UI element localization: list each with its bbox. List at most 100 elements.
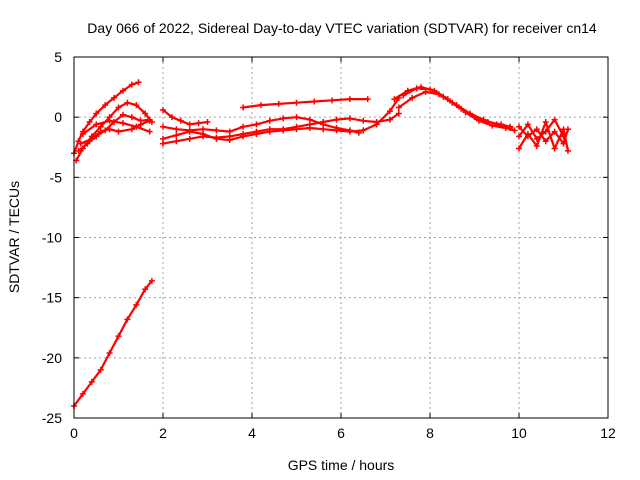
data-point-marker bbox=[329, 97, 336, 104]
data-point-marker bbox=[137, 121, 144, 128]
data-point-marker bbox=[253, 121, 260, 128]
data-point-marker bbox=[542, 128, 549, 135]
data-point-marker bbox=[293, 114, 300, 121]
x-tick-label: 4 bbox=[248, 425, 256, 441]
x-axis-label: GPS time / hours bbox=[288, 457, 395, 473]
data-point-marker bbox=[275, 100, 282, 107]
series-line bbox=[79, 119, 151, 145]
y-tick-label: 5 bbox=[54, 49, 62, 65]
data-point-marker bbox=[173, 126, 180, 133]
data-point-marker bbox=[142, 286, 149, 293]
series-track-a bbox=[71, 277, 155, 409]
grid-lines bbox=[74, 57, 608, 418]
data-point-marker bbox=[240, 104, 247, 111]
data-point-marker bbox=[195, 120, 202, 127]
data-point-marker bbox=[560, 126, 567, 133]
data-point-marker bbox=[533, 143, 540, 150]
series-track-m bbox=[395, 88, 518, 134]
data-point-marker bbox=[128, 114, 135, 121]
y-tick-label: 0 bbox=[54, 109, 62, 125]
x-tick-label: 6 bbox=[337, 425, 345, 441]
data-point-marker bbox=[146, 117, 153, 124]
data-point-marker bbox=[88, 378, 95, 385]
data-point-marker bbox=[240, 131, 247, 138]
data-point-marker bbox=[124, 99, 131, 106]
data-point-marker bbox=[106, 350, 113, 357]
data-point-marker bbox=[511, 127, 518, 134]
data-point-marker bbox=[133, 301, 140, 308]
data-point-marker bbox=[133, 102, 140, 109]
data-point-marker bbox=[453, 102, 460, 109]
series-track-p bbox=[516, 118, 571, 154]
data-point-marker bbox=[102, 102, 109, 109]
data-point-marker bbox=[524, 121, 531, 128]
data-point-marker bbox=[373, 118, 380, 125]
series-track-f bbox=[79, 117, 153, 138]
data-point-marker bbox=[524, 131, 531, 138]
data-point-marker bbox=[391, 96, 398, 103]
data-point-marker bbox=[97, 128, 104, 135]
data-point-marker bbox=[346, 96, 353, 103]
data-point-marker bbox=[186, 135, 193, 142]
series-track-j bbox=[160, 106, 211, 128]
data-point-marker bbox=[413, 85, 420, 92]
data-point-marker bbox=[516, 145, 522, 152]
data-point-marker bbox=[542, 138, 549, 145]
data-point-marker bbox=[204, 118, 211, 125]
data-point-marker bbox=[395, 110, 402, 117]
data-point-marker bbox=[115, 333, 122, 340]
data-point-marker bbox=[507, 124, 514, 131]
data-point-marker bbox=[186, 127, 193, 134]
data-point-marker bbox=[79, 390, 86, 397]
series-line bbox=[72, 279, 153, 408]
data-point-marker bbox=[427, 86, 433, 93]
data-point-marker bbox=[280, 126, 287, 133]
y-axis-label: SDTVAR / TECUs bbox=[6, 181, 22, 293]
data-point-marker bbox=[560, 133, 567, 140]
data-point-marker bbox=[115, 128, 122, 135]
data-point-marker bbox=[551, 116, 558, 123]
data-point-marker bbox=[360, 127, 367, 134]
data-point-marker bbox=[355, 129, 362, 136]
x-tick-label: 12 bbox=[600, 425, 616, 441]
series-track-d bbox=[75, 111, 153, 154]
data-point-marker bbox=[115, 104, 122, 111]
data-point-marker bbox=[173, 138, 180, 145]
data-point-marker bbox=[133, 123, 140, 130]
series-track-k bbox=[240, 96, 371, 111]
data-point-marker bbox=[186, 121, 193, 128]
data-point-marker bbox=[160, 106, 166, 113]
data-point-marker bbox=[226, 133, 233, 140]
y-tick-label: -10 bbox=[42, 230, 62, 246]
data-point-marker bbox=[177, 117, 184, 124]
data-point-marker bbox=[106, 126, 113, 133]
series-line bbox=[72, 81, 140, 155]
data-point-marker bbox=[551, 128, 558, 135]
data-point-marker bbox=[467, 110, 474, 117]
data-point-marker bbox=[124, 316, 131, 323]
y-tick-label: -5 bbox=[50, 169, 63, 185]
data-point-marker bbox=[493, 121, 500, 128]
data-point-marker bbox=[280, 115, 287, 122]
data-point-marker bbox=[311, 98, 318, 105]
data-point-marker bbox=[293, 123, 300, 130]
data-point-marker bbox=[79, 131, 86, 138]
data-point-marker bbox=[173, 132, 180, 139]
data-point-marker bbox=[119, 120, 126, 127]
data-point-marker bbox=[542, 118, 549, 125]
x-tick-label: 2 bbox=[159, 425, 167, 441]
data-point-marker bbox=[386, 116, 393, 123]
data-point-marker bbox=[160, 123, 166, 130]
data-point-marker bbox=[364, 96, 371, 103]
data-point-marker bbox=[516, 123, 522, 130]
series-track-i bbox=[160, 110, 402, 147]
data-point-marker bbox=[111, 94, 118, 101]
data-point-marker bbox=[106, 117, 113, 124]
data-point-marker bbox=[395, 104, 402, 111]
data-point-marker bbox=[400, 92, 407, 99]
data-point-marker bbox=[533, 126, 540, 133]
data-point-marker bbox=[386, 108, 393, 115]
axis-ticks: 0 2 4 6 8 10 12 5 0 -5 -10 -15 -20 -25 bbox=[42, 49, 616, 441]
data-point-marker bbox=[119, 87, 126, 94]
data-point-marker bbox=[306, 121, 313, 128]
